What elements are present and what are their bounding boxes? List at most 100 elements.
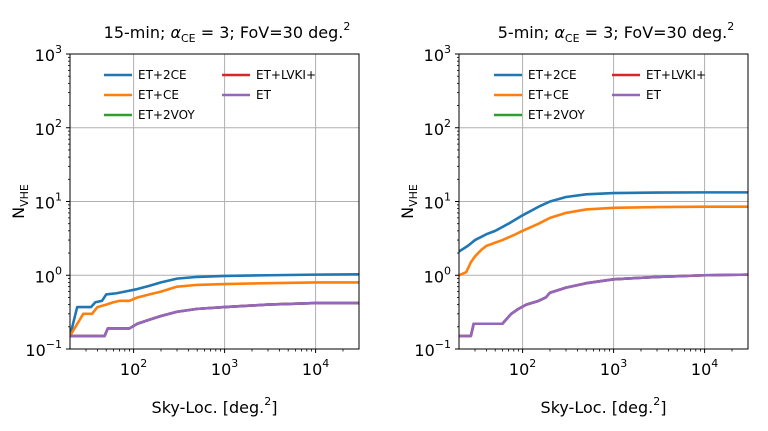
tick-base: 10 [25,341,45,360]
y-axis-label: NVHE [9,184,31,219]
legend-label: ET [646,88,662,102]
legend-item: ET [222,88,272,102]
grid [459,53,748,350]
x-tick-label: 104 [302,357,329,379]
series-line-et-ce [459,205,748,277]
xlabel-superscript: 2 [264,395,271,408]
legend-item: ET [612,88,662,102]
series-line-et-2ce [70,273,359,337]
legend-label: ET+2VOY [138,108,195,122]
tick-base: 10 [414,341,434,360]
legend-label: ET+LVKI+ [256,68,316,82]
ylabel-text: N [398,207,417,219]
ylabel-subscript: VHE [407,184,420,207]
title-text: 15-min; [104,23,171,42]
title-alpha-subscript: CE [181,32,196,45]
x-tick-label: 102 [120,357,147,379]
x-tick-label: 103 [211,357,238,379]
series-line-et-ce [70,281,359,337]
y-tick-label: 10−1 [414,338,451,360]
tick-base: 10 [35,267,55,286]
xlabel-text-end: ] [271,398,277,417]
y-axis-label: NVHE [398,184,420,219]
title-alpha: α [170,23,181,42]
x-tick-label: 103 [600,357,627,379]
legend-item: ET+LVKI+ [222,68,316,82]
legend-label: ET+CE [138,88,179,102]
tick-base: 10 [35,120,55,139]
legend-label: ET+2CE [138,68,187,82]
legend-label: ET+LVKI+ [646,68,706,82]
tick-base: 10 [35,46,55,65]
title-text-mid: = 3; FoV=30 deg. [196,23,344,42]
legend-item: ET+2CE [104,68,187,82]
legend-label: ET+2CE [528,68,577,82]
tick-exponent: 0 [444,264,451,277]
tick-exponent: 2 [529,357,536,370]
tick-base: 10 [35,194,55,213]
tick-exponent: −1 [46,338,62,351]
y-tick-label: 102 [35,117,62,139]
tick-base: 10 [691,360,711,379]
legend-item: ET+CE [494,88,569,102]
tick-base: 10 [302,360,322,379]
tick-base: 10 [424,46,444,65]
title-text: 5-min; [498,23,555,42]
series-group [70,273,359,338]
xlabel-text-end: ] [660,398,666,417]
y-tick-label: 10−1 [25,338,62,360]
title-superscript: 2 [727,20,734,33]
tick-exponent: 3 [620,357,627,370]
series-group [459,191,748,338]
tick-exponent: 3 [55,43,62,56]
series-line-et [459,273,748,338]
legend-item: ET+LVKI+ [612,68,706,82]
tick-exponent: 2 [444,117,451,130]
tick-exponent: 2 [140,357,147,370]
y-tick-label: 100 [35,264,62,286]
title-superscript: 2 [343,20,350,33]
ylabel-subscript: VHE [18,184,31,207]
x-tick-label: 102 [509,357,536,379]
legend-label: ET+2VOY [528,108,585,122]
tick-exponent: −1 [435,338,451,351]
title-alpha-subscript: CE [565,32,580,45]
series-line-et [70,301,359,338]
tick-base: 10 [424,194,444,213]
series-line-et-2ce [459,191,748,253]
x-axis-label: Sky-Loc. [deg.2] [541,395,667,417]
y-tick-label: 100 [424,264,451,286]
grid [70,53,359,350]
legend: ET+2CE ET+CE ET+2VOY ET+LVKI+ ET [494,68,706,122]
legend-item: ET+2VOY [104,108,195,122]
tick-exponent: 4 [322,357,329,370]
tick-base: 10 [509,360,529,379]
tick-exponent: 3 [444,43,451,56]
ylabel-text: N [9,207,28,219]
y-tick-label: 103 [424,43,451,65]
xlabel-text: Sky-Loc. [deg. [541,398,654,417]
y-tick-label: 103 [35,43,62,65]
x-tick-label: 104 [691,357,718,379]
legend-item: ET+2CE [494,68,577,82]
xlabel-text: Sky-Loc. [deg. [152,398,265,417]
legend-item: ET+CE [104,88,179,102]
title-alpha: α [554,23,565,42]
y-tick-label: 102 [424,117,451,139]
tick-base: 10 [120,360,140,379]
tick-base: 10 [424,267,444,286]
legend-label: ET+CE [528,88,569,102]
tick-exponent: 1 [444,191,451,204]
tick-base: 10 [600,360,620,379]
legend-item: ET+2VOY [494,108,585,122]
chart-title: 15-min; αCE = 3; FoV=30 deg.2 [104,20,351,45]
tick-exponent: 0 [55,264,62,277]
legend-label: ET [256,88,272,102]
legend: ET+2CE ET+CE ET+2VOY ET+LVKI+ ET [104,68,316,122]
tick-base: 10 [424,120,444,139]
tick-exponent: 1 [55,191,62,204]
minor-ticks [457,56,733,352]
chart-title: 5-min; αCE = 3; FoV=30 deg.2 [498,20,735,45]
